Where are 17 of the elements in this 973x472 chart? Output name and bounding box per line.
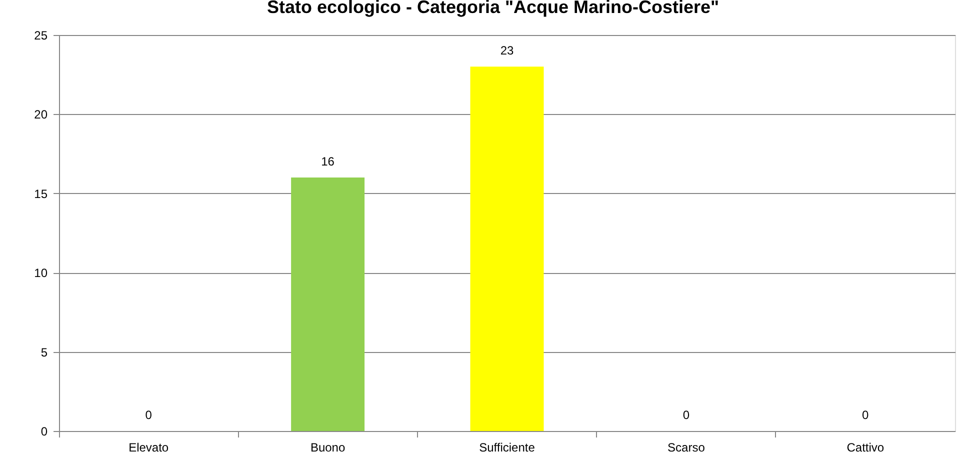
chart-title: Stato ecologico - Categoria "Acque Marino-Costiere": [266, 0, 720, 17]
data-label: 0: [682, 408, 690, 422]
y-tick-label: 25: [34, 28, 48, 42]
x-tick-label: Sufficiente: [479, 440, 536, 454]
y-tick-label: 20: [34, 108, 48, 122]
x-tick-label: Elevato: [128, 440, 169, 454]
x-tick-label: Cattivo: [846, 440, 884, 454]
y-tick-label: 15: [34, 186, 48, 201]
x-tick-label: Scarso: [668, 440, 706, 454]
y-tick-label: 5: [40, 345, 48, 360]
data-label: 0: [145, 408, 152, 422]
data-label: 16: [321, 154, 335, 169]
y-tick-label: 0: [40, 424, 48, 438]
x-tick-label: Buono: [310, 440, 346, 454]
y-tick-label: 10: [34, 266, 48, 280]
data-label: 23: [500, 44, 514, 58]
data-label: 0: [862, 408, 870, 422]
